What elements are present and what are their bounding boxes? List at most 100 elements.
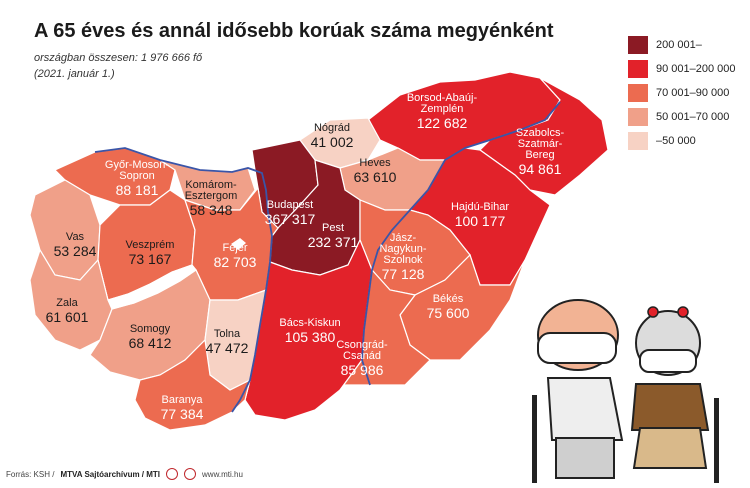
county-value: 122 682 xyxy=(417,115,468,131)
county-name: Borsod-Abaúj- xyxy=(407,92,478,104)
man-body xyxy=(546,377,624,441)
county-value: 88 181 xyxy=(116,182,159,198)
county-name: Bács-Kiskun xyxy=(279,317,340,329)
mtva-logo-icon xyxy=(166,468,179,480)
date-subtitle: (2021. január 1.) xyxy=(34,68,115,80)
county-value: 232 371 xyxy=(308,234,359,250)
county-value: 105 380 xyxy=(285,329,336,345)
woman-body xyxy=(630,383,710,431)
county-baranya xyxy=(134,338,251,431)
county-value: 63 610 xyxy=(354,169,397,185)
county-value: 77 128 xyxy=(382,266,425,282)
county-name: Nagykun- xyxy=(379,243,426,255)
county-value: 68 412 xyxy=(129,335,172,351)
county-value: 53 284 xyxy=(54,243,97,259)
man-legs xyxy=(555,437,615,479)
county-name: Békés xyxy=(433,293,464,305)
legend-swatch xyxy=(628,132,648,150)
legend-item: 50 001–70 000 xyxy=(628,105,736,129)
footer-source: Forrás: KSH / xyxy=(6,469,55,479)
legend-swatch xyxy=(628,60,648,78)
county-name: Heves xyxy=(359,157,391,169)
legend-swatch xyxy=(628,84,648,102)
county-name: Fejér xyxy=(222,242,247,254)
county-name: Somogy xyxy=(130,323,171,335)
footer-agency: MTVA Sajtóarchívum / MTI xyxy=(60,469,161,479)
legend-swatch xyxy=(628,36,648,54)
lake-balaton xyxy=(107,264,197,310)
legend-swatch xyxy=(628,108,648,126)
legend-item: 70 001–90 000 xyxy=(628,81,736,105)
county-name: Szabolcs- xyxy=(516,127,565,139)
lake-velence xyxy=(231,238,246,250)
county-value: 367 317 xyxy=(265,211,316,227)
legend-label: 50 001–70 000 xyxy=(656,111,730,123)
county-value: 41 002 xyxy=(311,134,354,150)
legend-item: 200 001– xyxy=(628,33,736,57)
county-name: Veszprém xyxy=(126,239,175,251)
county-value: 58 348 xyxy=(190,202,233,218)
county-value: 94 861 xyxy=(519,161,562,177)
legend-label: –50 000 xyxy=(656,135,696,147)
county-value: 75 600 xyxy=(427,305,470,321)
woman-mask xyxy=(639,349,697,373)
page-title: A 65 éves és annál idősebb korúak száma … xyxy=(34,20,554,42)
county-value: 82 703 xyxy=(214,254,257,270)
legend: 200 001– 90 001–200 000 70 001–90 000 50 00… xyxy=(628,33,736,153)
county-name: Szolnok xyxy=(383,254,423,266)
county-name: Csanád xyxy=(343,350,381,362)
county-value: 73 167 xyxy=(129,251,172,267)
county-name: Tolna xyxy=(214,328,241,340)
footer: Forrás: KSH / MTVA Sajtóarchívum / MTI w… xyxy=(6,468,243,480)
county-value: 100 177 xyxy=(455,213,506,229)
county-name: Esztergom xyxy=(185,190,238,202)
legend-item: 90 001–200 000 xyxy=(628,57,736,81)
county-name: Jász- xyxy=(390,232,417,244)
county-value: 77 384 xyxy=(161,406,204,422)
elderly-couple-illustration xyxy=(532,299,719,483)
county-name: Zala xyxy=(56,297,78,309)
man-cane xyxy=(532,395,537,483)
county-value: 47 472 xyxy=(206,340,249,356)
county-name: Zemplén xyxy=(421,103,464,115)
county-name: Baranya xyxy=(162,394,204,406)
legend-label: 200 001– xyxy=(656,39,702,51)
county-name: Bereg xyxy=(525,149,554,161)
county-name: Pest xyxy=(322,222,344,234)
county-name: Szatmár- xyxy=(518,138,563,150)
footer-site: www.mti.hu xyxy=(202,469,243,479)
county-name: Nógrád xyxy=(314,122,350,134)
county-name: Hajdú-Bihar xyxy=(451,201,509,213)
county-name: Győr-Moson- xyxy=(105,159,170,171)
county-name: Komárom- xyxy=(185,179,237,191)
river-tisza xyxy=(361,101,561,386)
legend-label: 70 001–90 000 xyxy=(656,87,730,99)
river-danube xyxy=(94,147,273,413)
woman-bun-left xyxy=(647,306,659,318)
county-name: Budapest xyxy=(267,199,313,211)
mti-logo-icon xyxy=(184,468,197,480)
total-subtitle: országban összesen: 1 976 666 fő xyxy=(34,52,203,64)
legend-label: 90 001–200 000 xyxy=(656,63,736,75)
woman-cane xyxy=(714,398,719,483)
county-name: Sopron xyxy=(119,170,154,182)
